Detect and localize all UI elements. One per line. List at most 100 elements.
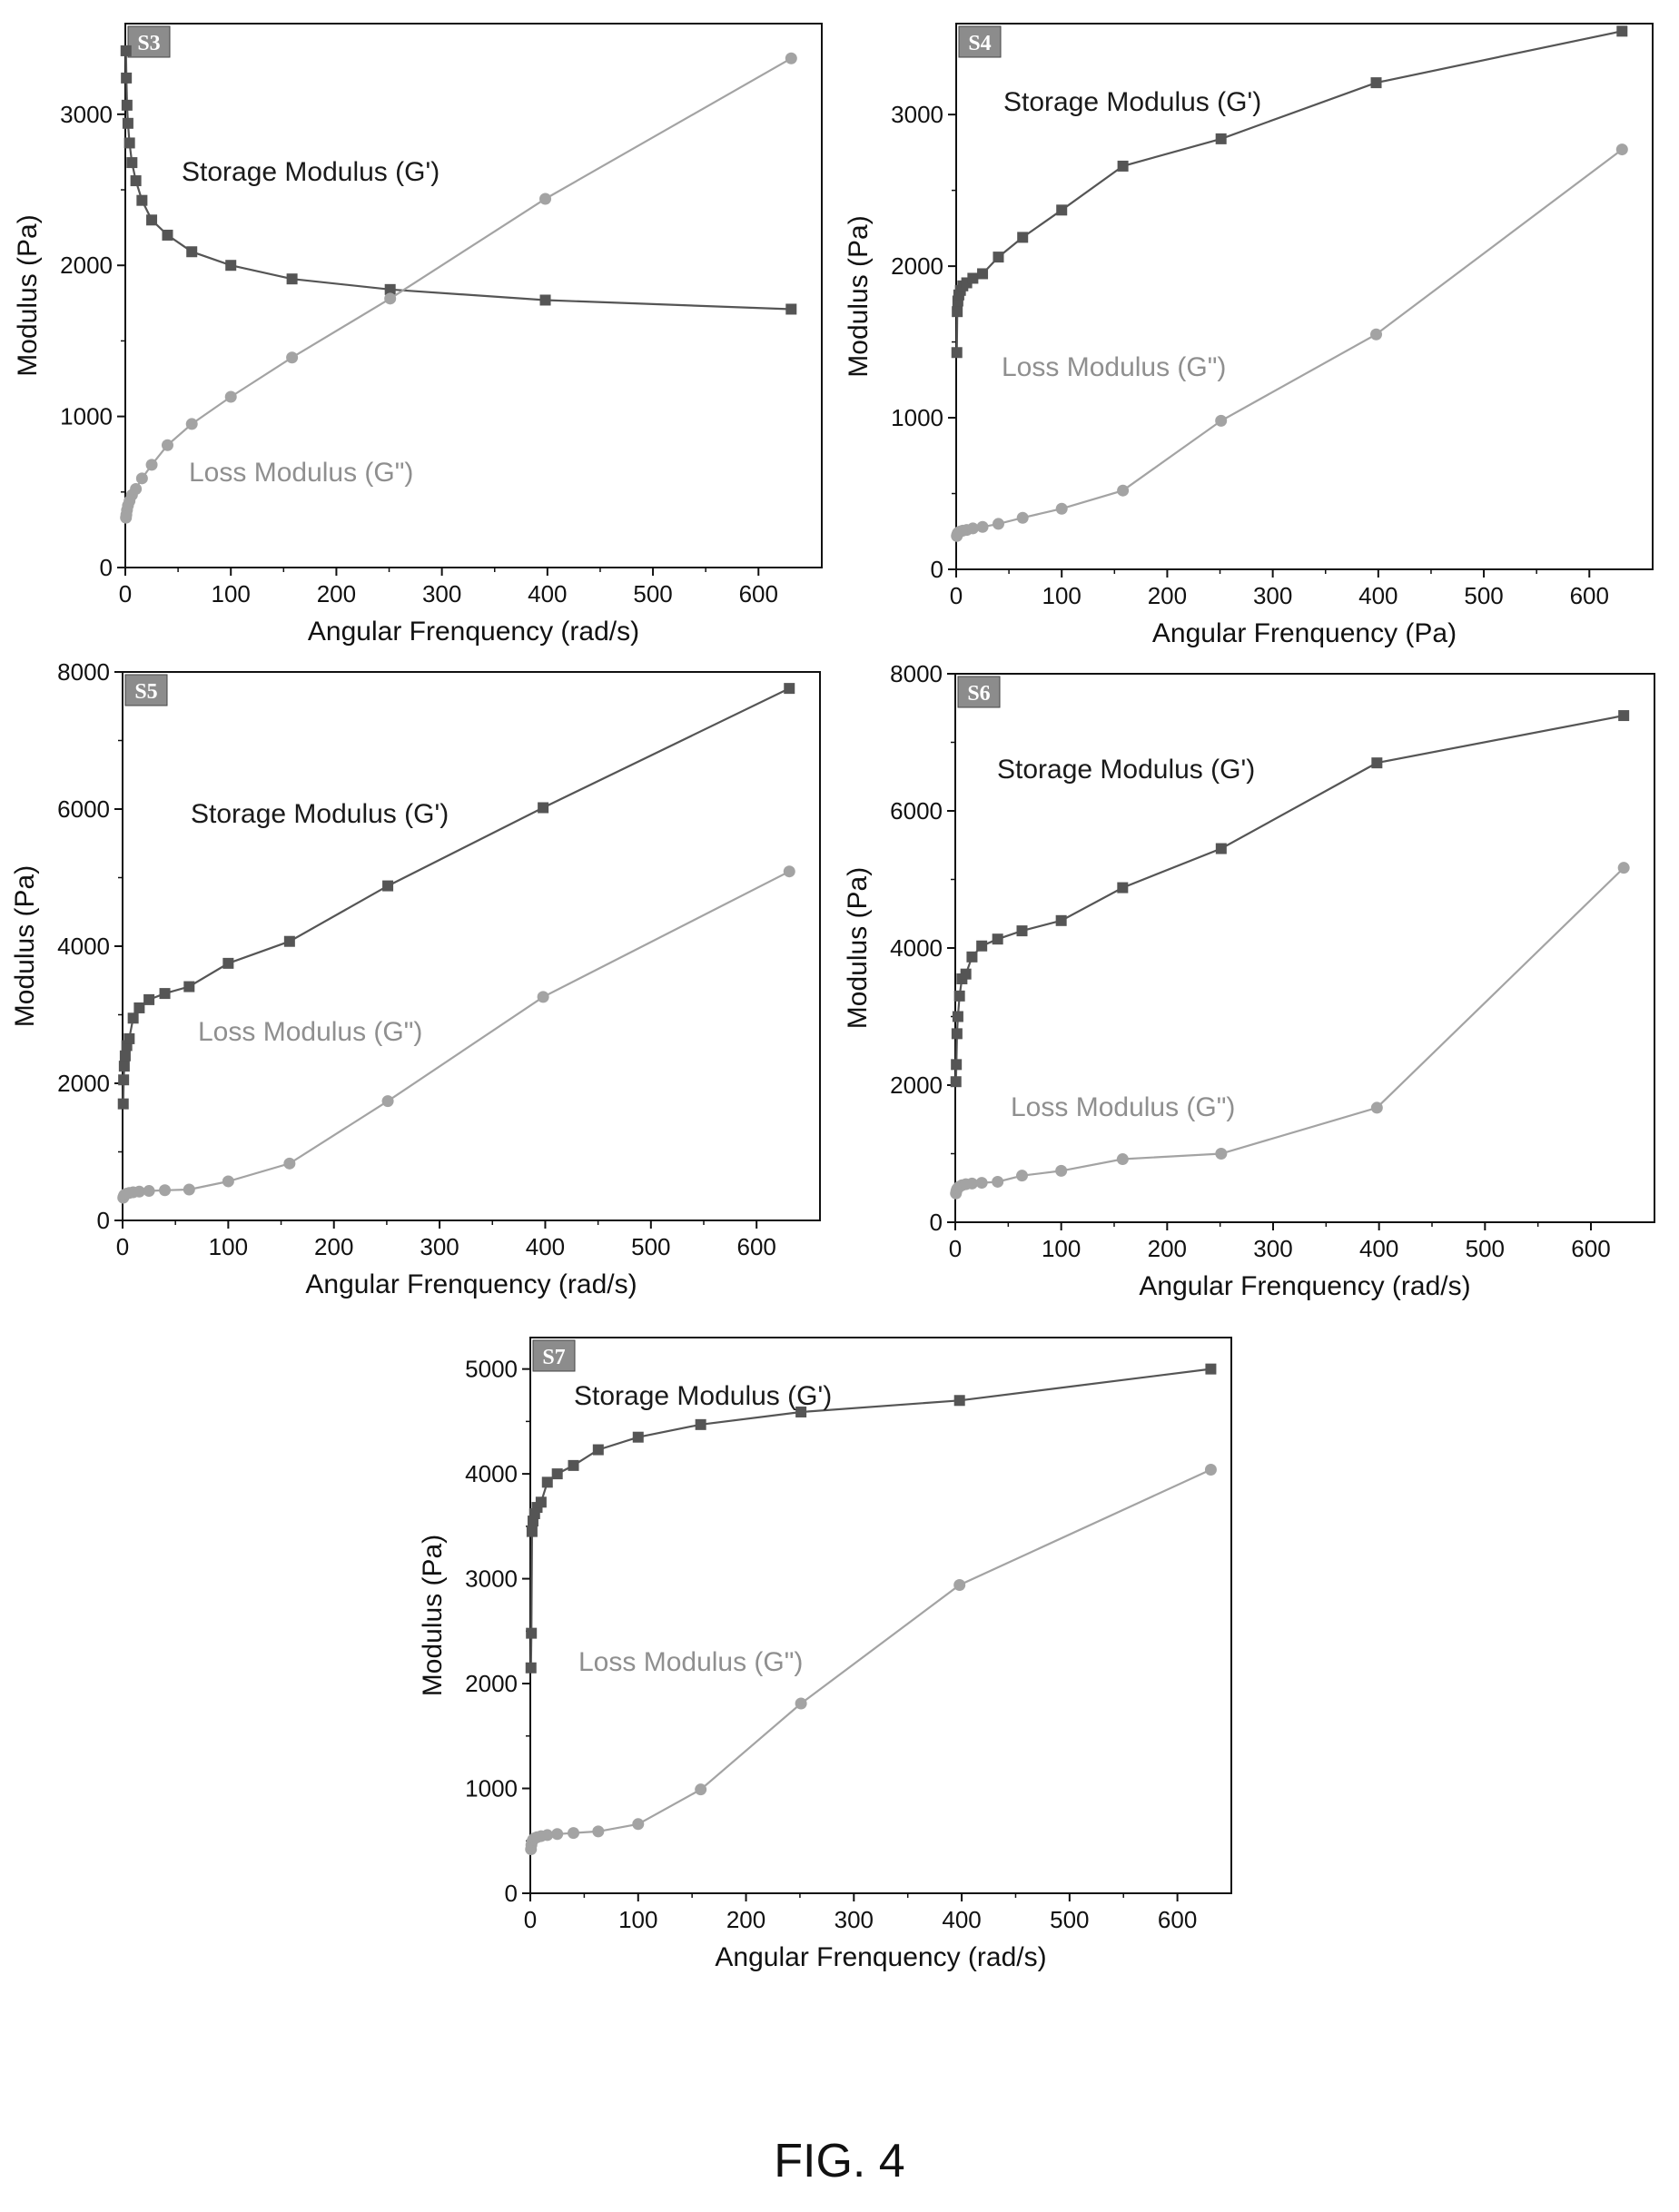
panel-tag-label: S4 [968, 32, 991, 55]
y-tick-label: 2000 [891, 252, 943, 280]
series-line [529, 1368, 1211, 1668]
x-axis-title: Angular Frenquency (rad/s) [308, 617, 639, 647]
data-point-square [186, 246, 198, 258]
data-point-square [526, 1627, 538, 1639]
data-point-square [952, 306, 963, 318]
data-point-circle [161, 439, 173, 451]
series-storage-modulus: Storage Modulus (G') [951, 25, 1628, 359]
y-axis-title: Modulus (Pa) [418, 1535, 448, 1696]
x-tick-label: 500 [631, 1233, 670, 1260]
data-point-circle [283, 1157, 296, 1170]
series-loss-modulus: Loss Modulus (G") [950, 862, 1630, 1200]
data-point-square [695, 1418, 706, 1430]
y-tick-label: 0 [100, 554, 113, 581]
x-tick-label: 100 [209, 1233, 248, 1260]
x-tick-label: 500 [1464, 582, 1503, 609]
data-point-square [120, 44, 132, 56]
x-tick-label: 100 [1042, 582, 1081, 609]
data-point-circle [632, 1818, 645, 1831]
data-point-circle [1204, 1463, 1217, 1476]
data-point-circle [159, 1184, 172, 1197]
x-tick-label: 0 [116, 1233, 129, 1260]
chart-panel-s5: 0 100 200 300 400 500 60002000400060008000Angu… [10, 658, 821, 1299]
panel-tag-label: S5 [134, 680, 157, 704]
data-point-circle [1370, 328, 1383, 341]
y-tick-label: 0 [97, 1207, 110, 1234]
x-tick-label: 100 [618, 1906, 657, 1933]
data-point-circle [130, 482, 143, 495]
y-tick-label: 4000 [57, 933, 110, 960]
data-point-circle [551, 1828, 564, 1841]
x-tick-label: 0 [950, 582, 963, 609]
data-point-square [967, 272, 979, 284]
chart-panel-s4: 0 100 200 300 400 500 600 0 1000 2000 3000 Angular … [844, 23, 1654, 648]
x-tick-label: 300 [422, 580, 461, 607]
data-point-square [992, 933, 1003, 945]
data-point-square [1055, 914, 1067, 926]
series-label: Loss Modulus (G") [198, 1017, 422, 1047]
data-point-circle [143, 1185, 155, 1198]
data-point-square [951, 347, 963, 359]
data-point-circle [224, 390, 237, 403]
series-label: Storage Modulus (G') [191, 799, 449, 829]
data-point-circle [1615, 143, 1628, 156]
data-point-square [1016, 925, 1028, 937]
data-point-circle [976, 520, 989, 533]
panel-tag [127, 25, 171, 58]
x-tick-label: 500 [1466, 1235, 1505, 1262]
x-tick-label: 200 [726, 1906, 765, 1933]
data-point-square [951, 1059, 963, 1071]
x-tick-label: 0 [119, 580, 132, 607]
plot-frame [122, 671, 821, 1221]
data-point-square [130, 175, 142, 187]
series-label: Storage Modulus (G') [1003, 87, 1261, 117]
data-point-square [960, 968, 972, 980]
data-point-square [592, 1444, 604, 1456]
data-point-circle [992, 518, 1004, 530]
x-tick-label: 600 [1571, 1235, 1610, 1262]
panel-tag [532, 1339, 576, 1372]
chart-panel-s7: 0 100 200 300 400 500 600 0 1000 2000 3000 4000 5000… [418, 1337, 1232, 1972]
series-storage-modulus: Storage Modulus (G') [525, 1363, 1217, 1674]
data-point-square [951, 1028, 963, 1040]
data-point-circle [384, 292, 397, 305]
data-point-square [950, 1076, 962, 1088]
data-point-square [977, 268, 989, 280]
data-point-square [953, 1395, 965, 1407]
data-point-square [525, 1662, 537, 1674]
data-point-square [136, 194, 148, 206]
data-point-square [117, 1098, 129, 1110]
data-point-circle [966, 522, 979, 535]
data-point-square [127, 1012, 139, 1024]
data-point-circle [1117, 484, 1130, 497]
x-tick-label: 600 [736, 1233, 775, 1260]
data-point-square [538, 802, 549, 814]
data-point-square [126, 157, 138, 169]
panel-tag [124, 674, 168, 706]
x-tick-label: 200 [317, 580, 356, 607]
series-line [124, 57, 792, 518]
panel-tag-label: S7 [542, 1346, 565, 1369]
data-point-circle [1215, 414, 1228, 427]
y-tick-label: 2000 [57, 1070, 110, 1097]
data-point-circle [783, 865, 795, 878]
x-tick-label: 0 [524, 1906, 537, 1933]
y-tick-label: 0 [505, 1880, 518, 1907]
data-point-circle [133, 1185, 145, 1198]
data-point-square [159, 988, 171, 1000]
series-loss-modulus: Loss Modulus (G") [120, 52, 797, 524]
series-label: Loss Modulus (G") [1011, 1092, 1235, 1122]
y-tick-label: 3000 [891, 101, 943, 128]
series-label: Storage Modulus (G') [574, 1381, 832, 1411]
data-point-square [541, 1476, 553, 1488]
data-point-square [162, 229, 173, 241]
panel-tag [957, 676, 1001, 708]
data-point-square [976, 940, 988, 952]
y-tick-label: 2000 [890, 1071, 943, 1099]
y-tick-label: 3000 [60, 101, 113, 128]
data-point-square [1215, 843, 1227, 854]
x-tick-label: 600 [1158, 1906, 1197, 1933]
data-point-square [993, 252, 1004, 263]
series-label: Loss Modulus (G") [1002, 352, 1226, 382]
